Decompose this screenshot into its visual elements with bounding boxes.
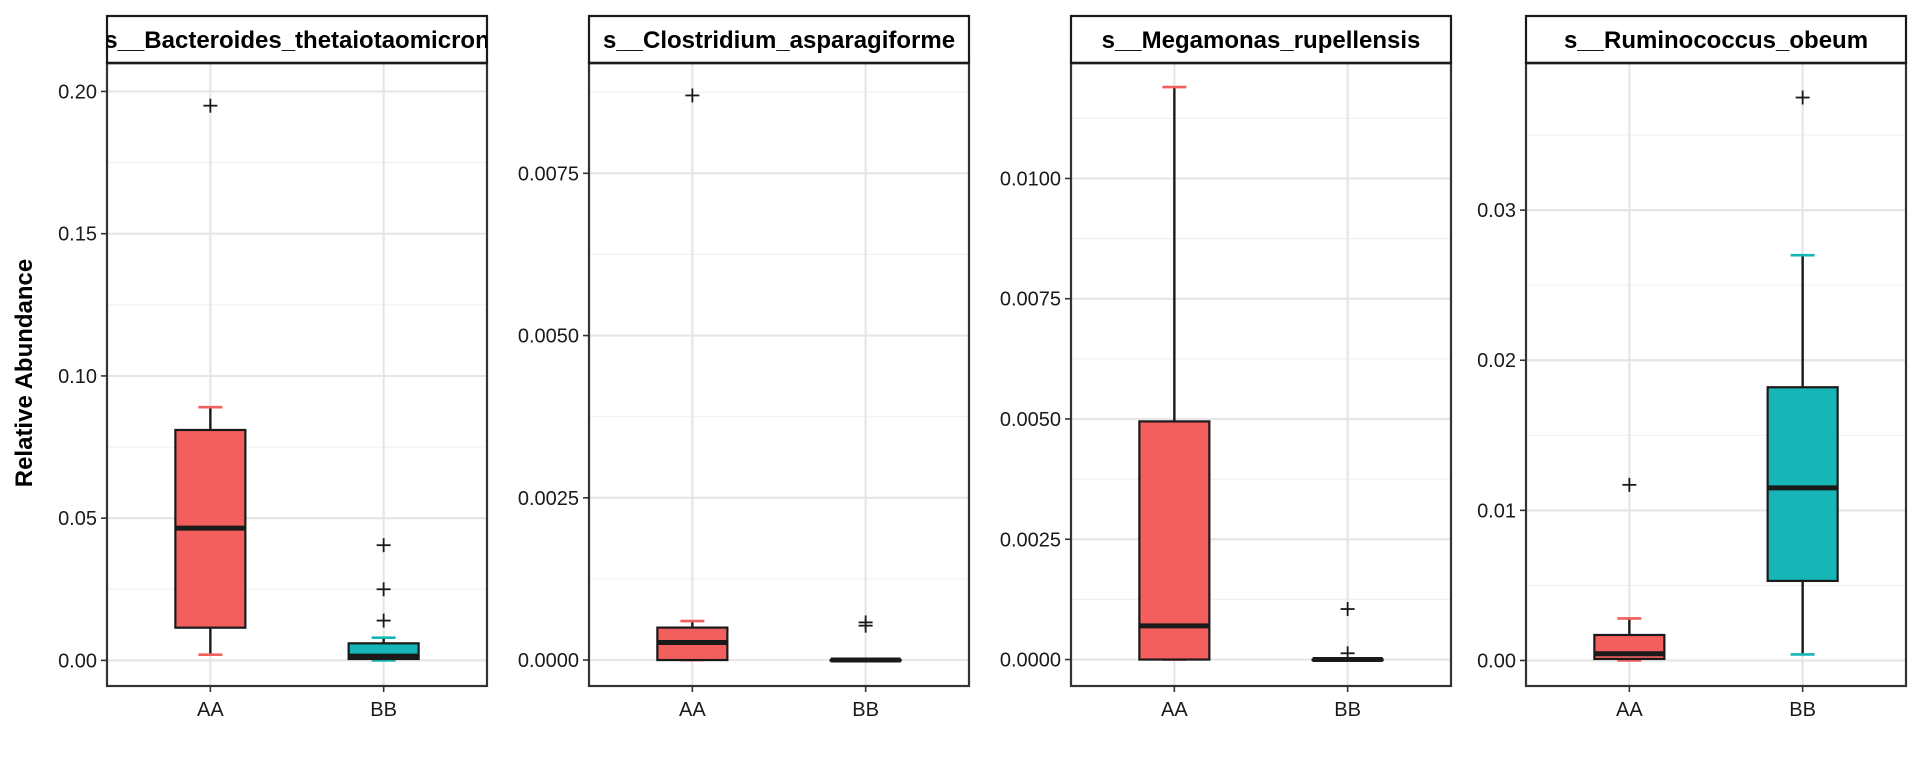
strip-background bbox=[1069, 14, 1453, 65]
plot-background bbox=[589, 63, 969, 686]
y-tick-label: 0.0025 bbox=[1000, 529, 1061, 551]
outlier-point bbox=[376, 582, 391, 597]
outlier-point bbox=[1340, 602, 1355, 617]
plot-background bbox=[1071, 63, 1451, 686]
box-bb bbox=[1311, 602, 1384, 663]
facet-strip: s__Bacteroides_thetaiotaomicron bbox=[104, 14, 489, 65]
outlier-point bbox=[376, 613, 391, 628]
y-tick-label: 0.05 bbox=[58, 508, 97, 530]
facet-title: s__Megamonas_rupellensis bbox=[1102, 27, 1421, 54]
y-tick-label: 0.0000 bbox=[1000, 650, 1061, 672]
outlier-point bbox=[376, 538, 391, 553]
x-tick-label: BB bbox=[370, 699, 397, 721]
y-tick-label: 0.15 bbox=[58, 224, 97, 246]
y-tick-label: 0.0025 bbox=[518, 488, 579, 510]
strip-background bbox=[1524, 14, 1908, 65]
outlier-point bbox=[685, 88, 700, 103]
x-tick-label: AA bbox=[197, 699, 224, 721]
facet-title: s__Bacteroides_thetaiotaomicron bbox=[104, 27, 489, 54]
box-body bbox=[1766, 386, 1839, 583]
gridlines bbox=[589, 63, 969, 686]
facet-panel: 0.00 0.05 0.10 0.15 0.20 AA BB s__Bacteroides_t… bbox=[58, 14, 489, 721]
y-tick-label: 0.0050 bbox=[1000, 409, 1061, 431]
x-tick-label: AA bbox=[679, 699, 706, 721]
y-tick-label: 0.02 bbox=[1477, 350, 1516, 372]
strip-background bbox=[587, 14, 971, 65]
facet-panel: 0.00 0.01 0.02 0.03 AA BB s__Ruminococcus_obeu… bbox=[1477, 14, 1908, 721]
y-tick-label: 0.0075 bbox=[518, 163, 579, 185]
y-tick-label: 0.0000 bbox=[518, 650, 579, 672]
y-tick-label: 0.01 bbox=[1477, 500, 1516, 522]
facet-panel: 0.0000 0.0025 0.0050 0.0075 AA BB s__Clostridi… bbox=[518, 14, 971, 721]
outlier-point bbox=[858, 615, 873, 630]
facet-title: s__Clostridium_asparagiforme bbox=[603, 27, 955, 54]
x-tick-label: BB bbox=[1334, 699, 1361, 721]
box-aa bbox=[174, 98, 247, 657]
outlier-point bbox=[203, 98, 218, 113]
plot-background bbox=[107, 63, 487, 686]
outlier-point bbox=[1622, 477, 1637, 492]
x-tick-label: BB bbox=[852, 699, 879, 721]
facet-strip: s__Megamonas_rupellensis bbox=[1069, 14, 1453, 65]
x-tick-label: AA bbox=[1161, 699, 1188, 721]
outlier-point bbox=[1340, 646, 1355, 661]
box-aa bbox=[656, 88, 729, 662]
facet-strip: s__Ruminococcus_obeum bbox=[1524, 14, 1908, 65]
facet-strip: s__Clostridium_asparagiforme bbox=[587, 14, 971, 65]
box-aa bbox=[1593, 477, 1666, 662]
outlier-point bbox=[1795, 90, 1810, 105]
box-body bbox=[1138, 420, 1211, 661]
x-tick-label: BB bbox=[1789, 699, 1816, 721]
y-tick-label: 0.0050 bbox=[518, 326, 579, 348]
x-tick-label: AA bbox=[1616, 699, 1643, 721]
y-tick-label: 0.03 bbox=[1477, 200, 1516, 222]
box-bb bbox=[347, 538, 420, 662]
box-bb bbox=[829, 615, 902, 663]
facet-panel: 0.0000 0.0025 0.0050 0.0075 0.0100 AA BB s__Meg… bbox=[1000, 14, 1453, 721]
plot-background bbox=[1526, 63, 1906, 686]
box-bb bbox=[1766, 90, 1839, 656]
y-tick-label: 0.00 bbox=[58, 650, 97, 672]
facet-title: s__Ruminococcus_obeum bbox=[1564, 27, 1868, 54]
y-tick-label: 0.0075 bbox=[1000, 289, 1061, 311]
y-axis-title: Relative Abundance bbox=[11, 259, 38, 488]
y-tick-label: 0.00 bbox=[1477, 650, 1516, 672]
y-tick-label: 0.10 bbox=[58, 366, 97, 388]
box-aa bbox=[1138, 85, 1211, 661]
y-tick-label: 0.0100 bbox=[1000, 168, 1061, 190]
y-tick-label: 0.20 bbox=[58, 81, 97, 103]
